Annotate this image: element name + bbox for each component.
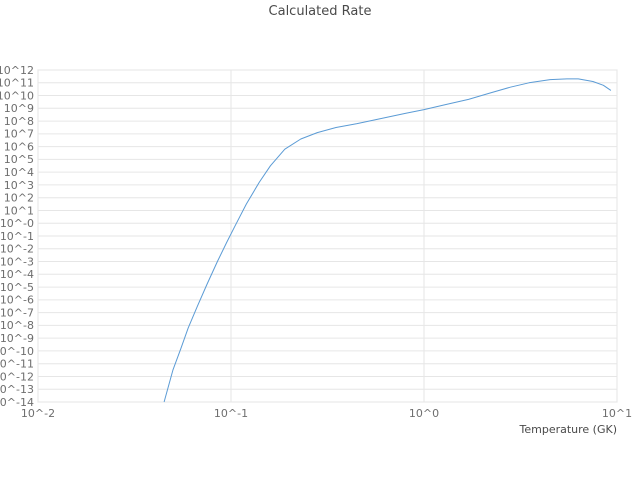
y-tick-label: 10^9 xyxy=(4,102,34,115)
y-tick-label: 10^-5 xyxy=(0,281,34,294)
rate-curve xyxy=(163,78,612,403)
y-tick-label: 10^-10 xyxy=(0,345,34,358)
y-tick-label: 10^6 xyxy=(4,140,34,153)
y-tick-label: 10^-2 xyxy=(0,243,34,256)
y-tick-label: 10^7 xyxy=(4,128,34,141)
y-tick-label: 10^-8 xyxy=(0,319,34,332)
x-tick-label: 10^0 xyxy=(409,407,439,420)
y-tick-label: 10^1 xyxy=(4,204,34,217)
y-tick-label: 10^-11 xyxy=(0,358,34,371)
y-tick-label: 10^-1 xyxy=(0,230,34,243)
x-tick-label: 10^-1 xyxy=(214,407,248,420)
y-tick-label: 10^2 xyxy=(4,192,34,205)
x-tick-label: 10^1 xyxy=(602,407,632,420)
y-tick-label: 10^-13 xyxy=(0,383,34,396)
y-tick-label: 10^11 xyxy=(0,77,34,90)
y-tick-label: 10^8 xyxy=(4,115,34,128)
y-tick-label: 10^-9 xyxy=(0,332,34,345)
y-tick-label: 10^-3 xyxy=(0,255,34,268)
y-tick-label: 10^-0 xyxy=(0,217,34,230)
y-tick-label: 10^3 xyxy=(4,179,34,192)
y-tick-label: 10^10 xyxy=(0,89,34,102)
chart-title: Calculated Rate xyxy=(268,4,372,19)
y-tick-label: 10^-14 xyxy=(0,396,34,409)
y-tick-label: 10^5 xyxy=(4,153,34,166)
y-tick-label: 10^-7 xyxy=(0,306,34,319)
y-tick-label: 10^-6 xyxy=(0,294,34,307)
y-tick-label: 10^-4 xyxy=(0,268,34,281)
y-tick-label: 10^-12 xyxy=(0,370,34,383)
x-tick-label: 10^-2 xyxy=(21,407,55,420)
x-axis-label: Temperature (GK) xyxy=(519,423,618,436)
y-tick-label: 10^12 xyxy=(0,64,34,77)
y-tick-label: 10^4 xyxy=(4,166,34,179)
